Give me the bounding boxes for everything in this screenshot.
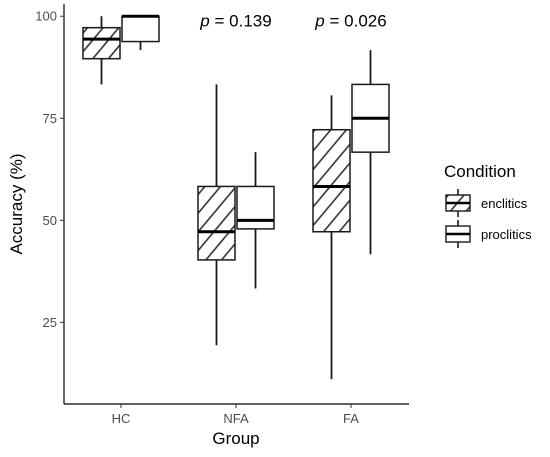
box-enclitics-NFA [197, 84, 236, 346]
box-body [121, 15, 160, 43]
box-body [312, 128, 351, 233]
legend-label: enclitics [481, 196, 528, 211]
box-body [197, 185, 236, 261]
p-value-text: = 0.139 [210, 11, 272, 30]
p-symbol: p [314, 11, 324, 30]
legend-key-proclitics: proclitics [445, 220, 532, 248]
box-proclitics-NFA [236, 152, 275, 289]
box-enclitics-HC [82, 16, 121, 85]
legend-key-enclitics: enclitics [445, 189, 528, 217]
box-proclitics-FA [351, 50, 390, 255]
x-ticks: HC NFA FA [112, 404, 359, 426]
boxes-layer [82, 14, 390, 380]
legend-label: proclitics [481, 227, 532, 242]
box-body [236, 185, 275, 230]
p-value-annotation: p = 0.139 [199, 11, 271, 30]
y-tick-label: 75 [43, 111, 57, 126]
legend-keys: enclitics proclitics [445, 189, 532, 248]
y-tick-label: 50 [43, 213, 57, 228]
annotation-layer: p = 0.139 p = 0.026 [199, 11, 386, 30]
box-body [82, 26, 121, 60]
p-value-text: = 0.026 [325, 11, 387, 30]
box-proclitics-HC [121, 14, 160, 51]
x-axis-title: Group [212, 429, 259, 448]
box-enclitics-FA [312, 95, 351, 380]
x-tick-label: FA [343, 411, 359, 426]
p-value-annotation: p = 0.026 [314, 11, 386, 30]
legend: Condition enclitics proclitics [444, 162, 532, 248]
y-ticks: 25 50 75 100 [35, 9, 64, 330]
y-axis-title: Accuracy (%) [7, 153, 26, 254]
p-symbol: p [199, 11, 209, 30]
y-tick-label: 100 [35, 9, 57, 24]
x-tick-label: NFA [223, 411, 249, 426]
x-tick-label: HC [112, 411, 131, 426]
y-tick-label: 25 [43, 315, 57, 330]
legend-title: Condition [444, 162, 516, 181]
